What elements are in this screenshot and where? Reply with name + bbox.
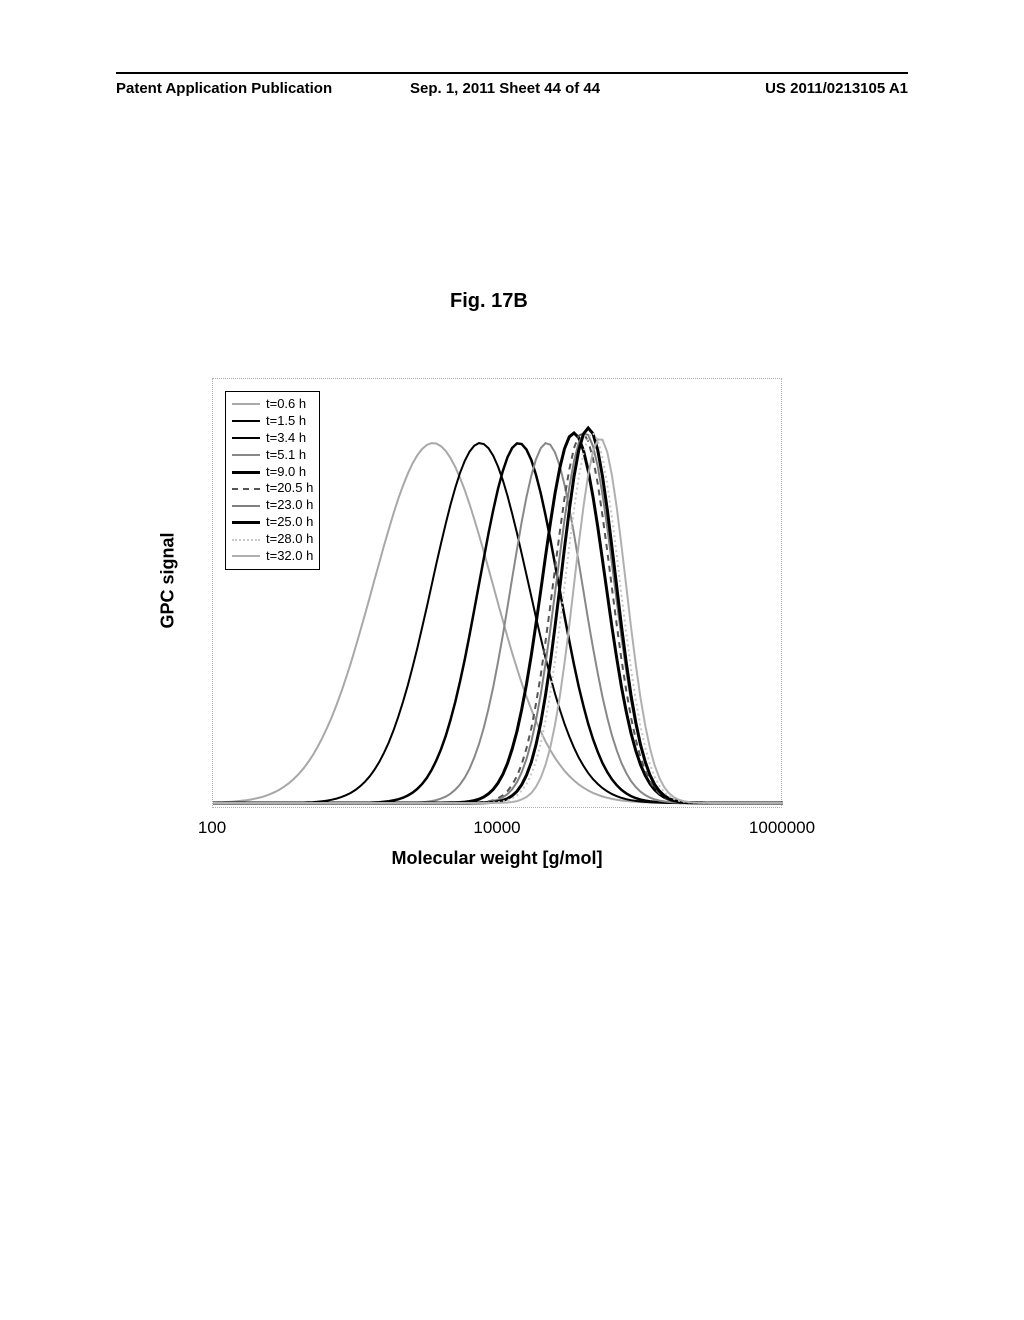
legend-swatch xyxy=(232,403,260,405)
figure-title: Fig. 17B xyxy=(450,290,528,313)
header-rule xyxy=(116,72,908,74)
legend-item: t=32.0 h xyxy=(232,548,313,565)
x-tick-label: 1000000 xyxy=(737,818,827,838)
legend-item: t=28.0 h xyxy=(232,531,313,548)
legend-label: t=3.4 h xyxy=(266,430,306,447)
legend-swatch xyxy=(232,454,260,456)
header-right: US 2011/0213105 A1 xyxy=(765,80,908,97)
legend-item: t=5.1 h xyxy=(232,447,313,464)
legend-item: t=25.0 h xyxy=(232,514,313,531)
x-tick-label: 10000 xyxy=(452,818,542,838)
x-tick-label: 100 xyxy=(167,818,257,838)
x-axis-label: Molecular weight [g/mol] xyxy=(212,848,782,869)
legend-item: t=3.4 h xyxy=(232,430,313,447)
header-left: Patent Application Publication xyxy=(116,80,332,97)
legend-item: t=23.0 h xyxy=(232,497,313,514)
legend-swatch xyxy=(232,555,260,557)
legend-item: t=1.5 h xyxy=(232,413,313,430)
legend-box: t=0.6 ht=1.5 ht=3.4 ht=5.1 ht=9.0 ht=20.… xyxy=(225,391,320,570)
header-center: Sep. 1, 2011 Sheet 44 of 44 xyxy=(410,80,600,97)
legend-swatch xyxy=(232,471,260,474)
legend-swatch xyxy=(232,539,260,541)
legend-item: t=9.0 h xyxy=(232,464,313,481)
legend-label: t=0.6 h xyxy=(266,396,306,413)
legend-swatch xyxy=(232,521,260,524)
legend-item: t=0.6 h xyxy=(232,396,313,413)
legend-swatch xyxy=(232,505,260,507)
legend-item: t=20.5 h xyxy=(232,480,313,497)
y-axis-label: GPC signal xyxy=(158,532,179,628)
legend-label: t=5.1 h xyxy=(266,447,306,464)
legend-swatch xyxy=(232,488,260,490)
legend-label: t=1.5 h xyxy=(266,413,306,430)
legend-swatch xyxy=(232,420,260,422)
legend-label: t=25.0 h xyxy=(266,514,313,531)
legend-swatch xyxy=(232,437,260,440)
legend-label: t=9.0 h xyxy=(266,464,306,481)
legend-label: t=20.5 h xyxy=(266,480,313,497)
plot-area: t=0.6 ht=1.5 ht=3.4 ht=5.1 ht=9.0 ht=20.… xyxy=(212,378,782,808)
legend-label: t=28.0 h xyxy=(266,531,313,548)
legend-label: t=32.0 h xyxy=(266,548,313,565)
legend-label: t=23.0 h xyxy=(266,497,313,514)
